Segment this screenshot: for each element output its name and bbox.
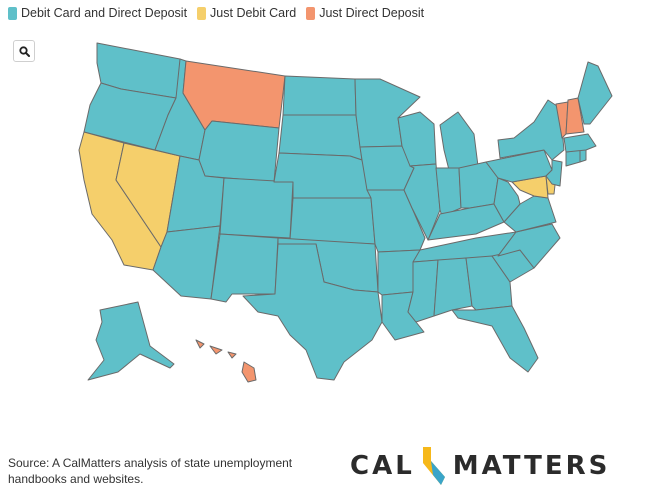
calmatters-logo: CAL MATTERS [350,446,610,486]
state-alaska[interactable] [87,301,175,381]
legend-item-debit[interactable]: Just Debit Card [197,6,296,20]
legend-label-both: Debit Card and Direct Deposit [21,6,188,20]
state-new-mexico[interactable] [210,233,279,303]
legend: Debit Card and Direct Deposit Just Debit… [8,6,424,20]
state-arizona[interactable] [152,225,221,300]
state-wyoming[interactable] [198,120,280,183]
state-connecticut[interactable] [565,149,581,167]
state-michigan[interactable] [439,111,479,171]
logo-text-left: CAL [350,451,415,481]
state-new-york[interactable] [497,99,565,161]
state-florida[interactable] [451,305,539,373]
state-mississippi[interactable] [407,259,439,323]
legend-label-debit: Just Debit Card [210,6,297,20]
state-maine[interactable] [577,61,613,125]
state-indiana[interactable] [435,167,462,217]
legend-swatch-both [8,6,17,20]
state-alabama[interactable] [433,257,473,317]
logo-text-right: MATTERS [452,451,611,481]
california-logo-icon [422,447,445,485]
source-note: Source: A CalMatters analysis of state u… [8,456,293,486]
state-north-dakota[interactable] [282,75,357,116]
legend-swatch-direct [306,6,316,20]
us-map [78,42,613,383]
state-montana[interactable] [182,60,286,131]
state-hawaii[interactable] [195,339,257,383]
legend-label-direct: Just Direct Deposit [319,6,425,20]
state-new-jersey[interactable] [545,159,563,187]
legend-item-both[interactable]: Debit Card and Direct Deposit [8,6,187,20]
state-texas[interactable] [242,243,383,381]
state-new-hampshire[interactable] [565,97,585,135]
search-icon [18,45,30,57]
state-kansas[interactable] [289,197,376,245]
legend-item-direct[interactable]: Just Direct Deposit [306,6,424,20]
legend-swatch-debit [197,6,207,20]
zoom-button[interactable] [13,40,35,62]
state-massachusetts[interactable] [563,133,597,153]
state-rhode-island[interactable] [579,149,587,163]
state-colorado[interactable] [219,177,294,239]
